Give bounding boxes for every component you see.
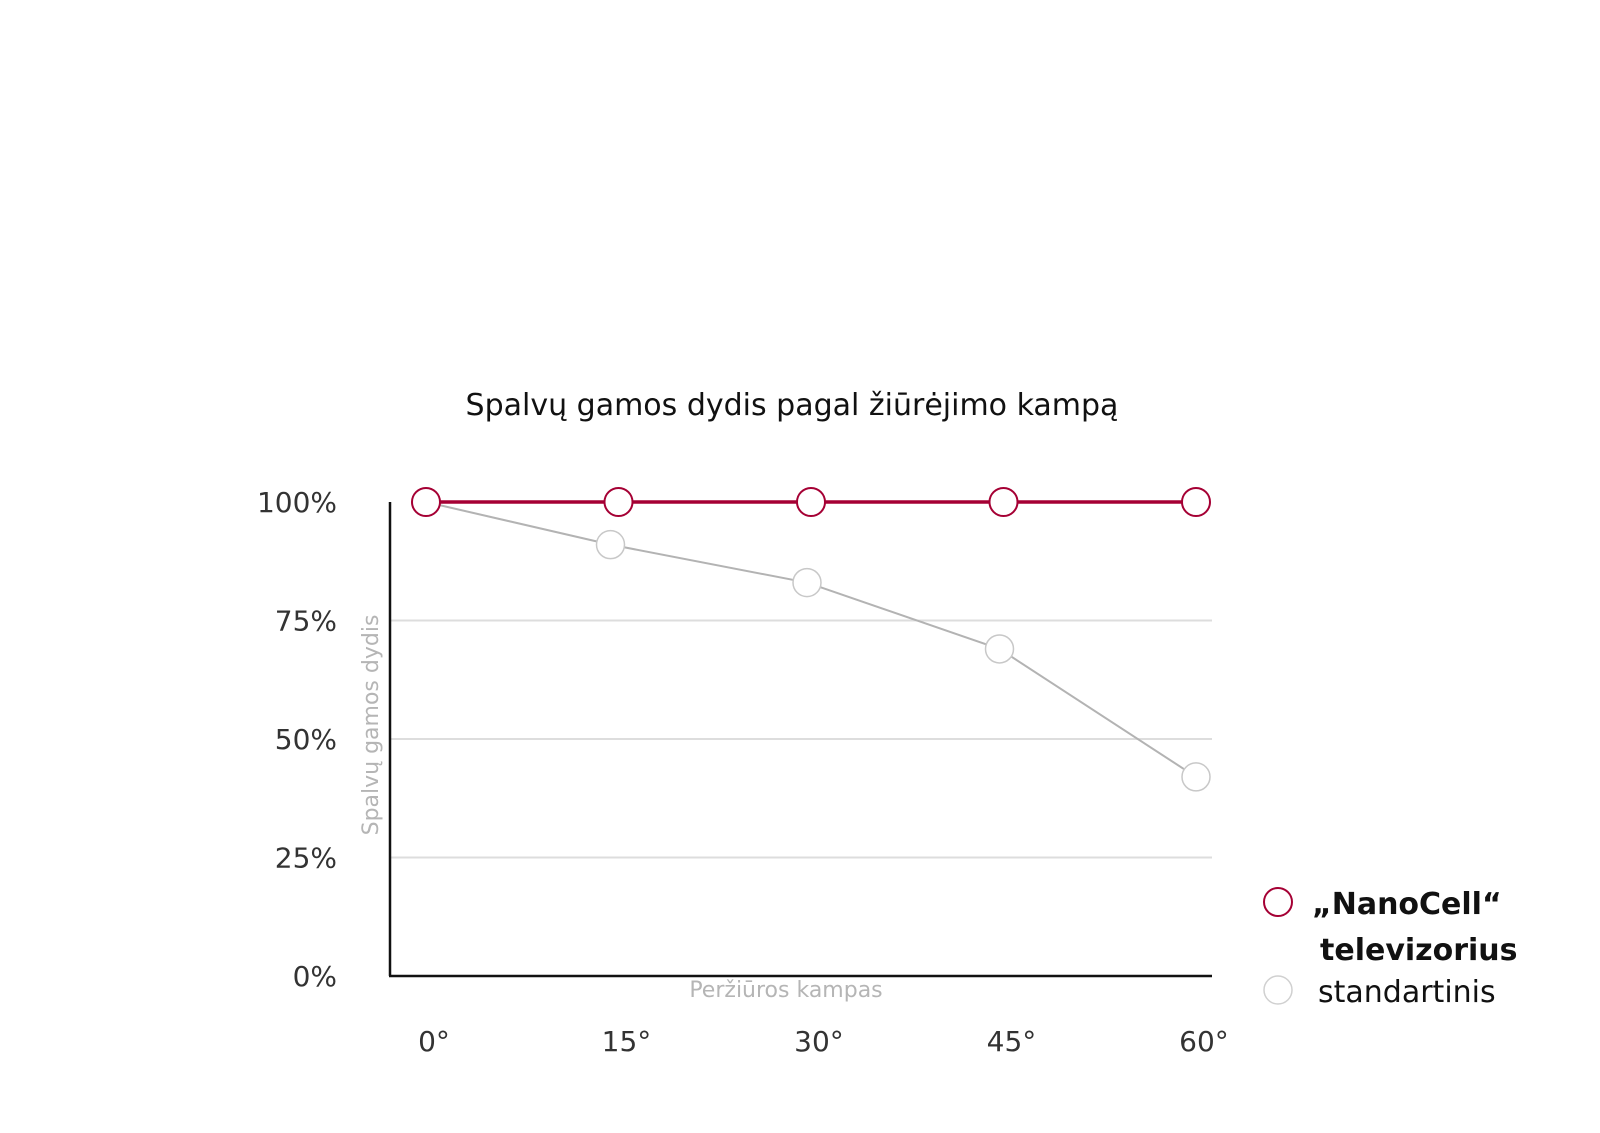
legend-label-nanocell: „NanoCell“ xyxy=(1312,887,1502,922)
data-point xyxy=(411,487,441,517)
chart-title: Spalvų gamos dydis pagal žiūrėjimo kampą xyxy=(466,388,1119,423)
series-line xyxy=(425,501,1197,778)
x-tick-label: 30° xyxy=(794,1025,844,1058)
x-axis-label: Peržiūros kampas xyxy=(689,978,882,1003)
series-layer xyxy=(411,487,1211,792)
series-0 xyxy=(411,487,1211,517)
legend-label-standard: standartinis xyxy=(1318,975,1496,1010)
data-point xyxy=(796,487,826,517)
y-tick-labels: 0% 25% 50% 75% 100% xyxy=(257,486,337,993)
x-tick-label: 0° xyxy=(418,1025,450,1058)
data-point xyxy=(792,567,822,598)
data-point xyxy=(603,487,634,517)
data-point xyxy=(1181,487,1211,517)
legend-marker-nanocell xyxy=(1263,887,1293,917)
data-point xyxy=(1181,762,1211,792)
x-tick-label: 45° xyxy=(987,1025,1037,1058)
y-axis-label: Spalvų gamos dydis xyxy=(359,615,384,836)
data-point xyxy=(984,634,1015,664)
legend-label-nanocell: televizorius xyxy=(1320,933,1518,968)
legend-marker-standard xyxy=(1263,975,1293,1005)
y-tick-label: 0% xyxy=(293,960,337,993)
grid-layer xyxy=(390,619,1212,859)
y-tick-label: 25% xyxy=(275,842,337,875)
data-point xyxy=(595,529,626,560)
x-tick-label: 60° xyxy=(1179,1025,1229,1058)
x-tick-label: 15° xyxy=(602,1025,652,1058)
axes-layer xyxy=(388,502,1212,978)
legend: „NanoCell“ televizorius standartinis xyxy=(1263,887,1518,1010)
y-tick-label: 75% xyxy=(275,605,337,638)
y-tick-label: 50% xyxy=(275,723,337,756)
y-tick-label: 100% xyxy=(257,486,337,519)
series-1 xyxy=(411,487,1211,792)
x-tick-labels: 0° 15° 30° 45° 60° xyxy=(418,1025,1229,1058)
data-point xyxy=(988,487,1019,517)
